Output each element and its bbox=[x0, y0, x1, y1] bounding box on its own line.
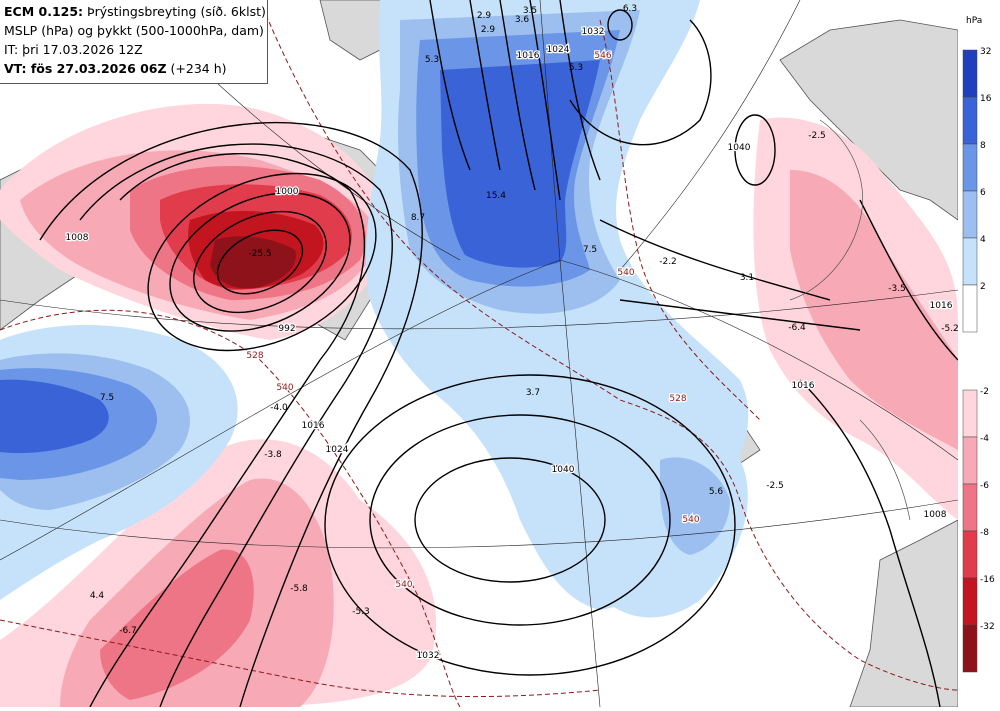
thickness-labels: 528 540 540 540 528 540 546 bbox=[245, 50, 701, 592]
thickness-label: 540 bbox=[276, 383, 293, 393]
pressure-change-value: 7.5 bbox=[583, 245, 597, 255]
legend-label: 32 bbox=[980, 47, 991, 57]
coastlines bbox=[789, 119, 911, 521]
pressure-change-value: 5.3 bbox=[569, 63, 583, 73]
legend-swatch bbox=[962, 143, 978, 192]
isobar-label: 1024 bbox=[326, 445, 349, 455]
legend-swatch bbox=[962, 237, 978, 286]
pressure-change-map: 1000 992 1016 1024 1040 1032 1040 1016 1016 1008 1… bbox=[0, 0, 958, 707]
pressure-change-value: 2.9 bbox=[481, 25, 496, 35]
init-time: IT: þri 17.03.2026 12Z bbox=[4, 42, 143, 57]
pressure-change-value: -5.3 bbox=[352, 607, 370, 617]
pressure-change-value: 3.1 bbox=[740, 273, 754, 283]
legend-swatch bbox=[962, 389, 978, 438]
legend-label: 2 bbox=[980, 282, 986, 292]
legend-label: 6 bbox=[980, 188, 986, 198]
isobar-labels: 1000 992 1016 1024 1040 1032 1040 1016 1016 1008 1… bbox=[64, 26, 954, 663]
isobar-label: 1024 bbox=[547, 45, 570, 55]
pressure-change-value: 2.9 bbox=[477, 11, 492, 21]
pressure-change-value: -2.5 bbox=[766, 481, 784, 491]
legend-swatch bbox=[962, 530, 978, 579]
pressure-change-value: 3.7 bbox=[526, 388, 540, 398]
thickness-label: 540 bbox=[617, 268, 634, 278]
isobar-label: 1032 bbox=[582, 27, 605, 37]
pressure-change-value: -2.2 bbox=[659, 257, 677, 267]
legend-label: -6 bbox=[980, 481, 989, 491]
isobar-label: 1040 bbox=[728, 143, 751, 153]
model-title: ECM 0.125: Þrýstingsbreyting (síð. 6klst… bbox=[4, 4, 266, 19]
pressure-change-value: -25.5 bbox=[248, 249, 271, 259]
legend-swatch bbox=[962, 624, 978, 673]
pressure-change-value: 5.6 bbox=[709, 487, 724, 497]
legend-swatch bbox=[962, 190, 978, 239]
thickness-label: 540 bbox=[395, 580, 412, 590]
extremum-value-labels: 5.3 2.9 2.9 3.63.5 6.3 5.3 8.7 15.4 7.5 -2.2 3.1 -2… bbox=[90, 4, 958, 636]
isobar-label: 1040 bbox=[552, 465, 575, 475]
pressure-change-value: -5.8 bbox=[290, 584, 308, 594]
color-legend: hPa 32 16 8 6 4 2 -2 -4 -6 -8 -16 -32 bbox=[958, 0, 1000, 707]
thickness-label: 528 bbox=[669, 394, 686, 404]
pressure-change-value: -6.7 bbox=[119, 626, 137, 636]
pressure-change-value: 3.6 bbox=[515, 15, 530, 25]
legend-swatch bbox=[962, 436, 978, 485]
pressure-change-value: 6.3 bbox=[623, 4, 637, 14]
legend-swatch bbox=[962, 577, 978, 626]
legend-swatch bbox=[962, 49, 978, 98]
legend-swatch bbox=[962, 483, 978, 532]
thickness-label: 546 bbox=[594, 51, 611, 61]
thickness-contours bbox=[0, 0, 958, 707]
legend-label: -16 bbox=[980, 575, 995, 585]
legend-colorbar: 32 16 8 6 4 2 -2 -4 -6 -8 -16 -32 bbox=[962, 47, 995, 673]
legend-swatch bbox=[962, 284, 978, 333]
legend-label: -2 bbox=[980, 387, 989, 397]
isobar-label: 1016 bbox=[302, 421, 325, 431]
legend-label: 4 bbox=[980, 235, 986, 245]
thickness-label: 528 bbox=[246, 351, 263, 361]
legend-label: 16 bbox=[980, 94, 992, 104]
valid-time: VT: fös 27.03.2026 06Z (+234 h) bbox=[4, 61, 227, 76]
isobar-label: 1016 bbox=[930, 301, 953, 311]
pressure-change-value: -4.0 bbox=[270, 403, 288, 413]
isobar-label: 1016 bbox=[792, 381, 815, 391]
isobar-label: 1016 bbox=[517, 51, 540, 61]
legend-label: -8 bbox=[980, 528, 989, 538]
pressure-change-value: 4.4 bbox=[90, 591, 105, 601]
isobar-label: 1032 bbox=[417, 651, 440, 661]
pressure-change-value: -3.5 bbox=[888, 284, 906, 294]
pressure-change-value: -2.5 bbox=[808, 131, 826, 141]
pressure-change-value: 15.4 bbox=[486, 191, 506, 201]
thickness-label: 540 bbox=[682, 515, 699, 525]
isobars bbox=[39, 0, 958, 707]
legend-label: -4 bbox=[980, 434, 989, 444]
pressure-change-value: 3.5 bbox=[523, 6, 537, 16]
field-description: MSLP (hPa) og þykkt (500-1000hPa, dam) bbox=[4, 23, 264, 38]
legend-label: 8 bbox=[980, 141, 986, 151]
isobar-label: 1000 bbox=[276, 187, 299, 197]
pressure-change-value: -3.8 bbox=[264, 450, 282, 460]
isobar-label: 1008 bbox=[924, 510, 947, 520]
legend-swatch bbox=[962, 96, 978, 145]
pressure-change-value: 5.3 bbox=[425, 55, 439, 65]
pressure-change-value: 7.5 bbox=[100, 393, 114, 403]
pressure-change-value: -5.2 bbox=[941, 324, 958, 334]
isobar-label: 992 bbox=[278, 324, 295, 334]
legend-label: -32 bbox=[980, 622, 995, 632]
pressure-change-value: 8.7 bbox=[411, 213, 425, 223]
pressure-change-value: -6.4 bbox=[788, 323, 806, 333]
legend-unit: hPa bbox=[966, 16, 983, 26]
isobar-label: 1008 bbox=[66, 233, 89, 243]
map-info-box: ECM 0.125: Þrýstingsbreyting (síð. 6klst… bbox=[0, 0, 268, 84]
